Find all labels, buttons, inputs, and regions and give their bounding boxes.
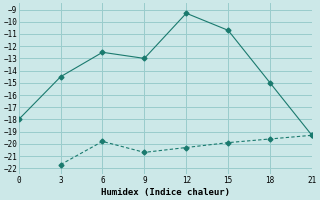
X-axis label: Humidex (Indice chaleur): Humidex (Indice chaleur) — [101, 188, 230, 197]
